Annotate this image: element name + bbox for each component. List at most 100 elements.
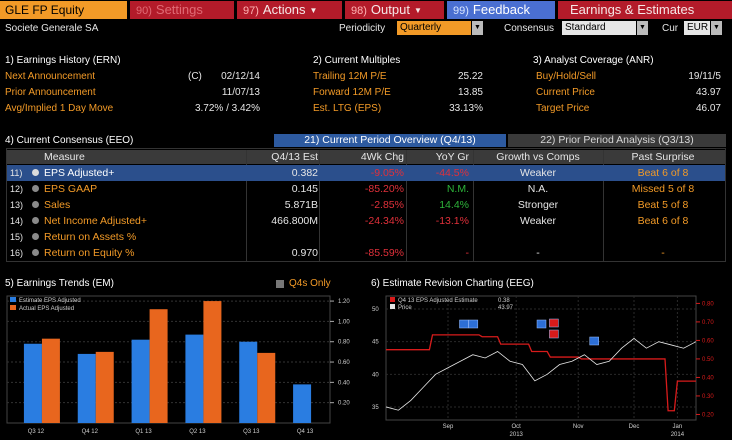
currency-dropdown-icon[interactable]: ▼	[711, 21, 722, 35]
header-surprise: Past Surprise	[631, 151, 695, 163]
bar-estimate	[293, 384, 312, 423]
prior-announcement-value: 11/07/13	[221, 87, 260, 98]
bar-estimate	[23, 343, 42, 423]
table-row[interactable]: 12) EPS GAAP 0.145 -85.20% N.M. N.A. Missed 5 …	[7, 181, 725, 197]
past-surprise: Beat 6 of 8	[637, 167, 689, 179]
forward-pe-value: 13.85	[457, 87, 483, 98]
x-tick-label: Sep	[443, 424, 454, 430]
caret-down-icon: ▼	[413, 5, 422, 15]
x-tick-label: Nov	[573, 424, 584, 430]
periodicity-dropdown-icon[interactable]: ▼	[472, 21, 483, 35]
four-week-change: -9.05%	[370, 167, 404, 179]
right-tick-label: 0.20	[702, 412, 714, 418]
bar-actual	[257, 352, 276, 423]
yoy-growth: -13.1%	[435, 215, 469, 227]
table-row[interactable]: 11) EPS Adjusted+ 0.382 -9.05% -44.5% Weaker B…	[7, 165, 725, 181]
table-row[interactable]: 13) Sales 5.871B -2.85% 14.4% Stronger Beat 5 …	[7, 197, 725, 213]
consensus-dropdown-icon[interactable]: ▼	[637, 21, 648, 35]
x-tick-label: Q1 13	[135, 429, 152, 435]
measure-name: EPS GAAP	[44, 183, 98, 195]
actions-number: 97)	[243, 5, 259, 17]
row-radio[interactable]	[32, 217, 39, 224]
earnings-estimates-tab[interactable]: Earnings & Estimates	[558, 1, 732, 19]
bar-actual	[203, 301, 222, 423]
y-tick-label: 0.20	[338, 401, 350, 407]
x-tick-label: Oct	[512, 424, 522, 430]
yoy-growth: -44.5%	[435, 167, 469, 179]
next-announcement-label: Next Announcement	[5, 71, 96, 82]
trailing-pe-label: Trailing 12M P/E	[313, 71, 387, 82]
price-line	[385, 337, 697, 411]
analyst-coverage-title[interactable]: 3) Analyst Coverage (ANR)	[533, 55, 654, 66]
tab-prior-period[interactable]: 22) Prior Period Analysis (Q3/13)	[508, 134, 726, 147]
q4s-only-label[interactable]: Q4s Only	[289, 278, 331, 289]
current-consensus-title[interactable]: 4) Current Consensus (EEO)	[5, 135, 134, 146]
past-surprise: -	[661, 247, 665, 259]
left-tick-label: 45	[372, 340, 379, 346]
periodicity-select[interactable]: Quarterly	[397, 21, 471, 35]
right-tick-label: 0.40	[702, 375, 714, 381]
buy-hold-sell-value: 19/11/5	[688, 71, 721, 82]
row-number: 12)	[10, 184, 24, 194]
header-est: Q4/13 Est	[271, 151, 318, 163]
table-row[interactable]: 14) Net Income Adjusted+ 466.800M -24.34% -1…	[7, 213, 725, 229]
bar-estimate	[77, 353, 96, 423]
four-week-change: -24.34%	[364, 215, 404, 227]
bar-actual	[95, 351, 114, 423]
tab-current-period[interactable]: 21) Current Period Overview (Q4/13)	[274, 134, 506, 147]
ticker-field[interactable]: GLE FP Equity	[0, 1, 127, 19]
measure-name: Return on Assets %	[44, 231, 137, 243]
cur-label: Cur	[662, 23, 679, 34]
consensus-table	[6, 148, 726, 262]
estimate-value: 466.800M	[271, 215, 318, 227]
right-tick-label: 0.50	[702, 357, 714, 363]
earnings-trends-title[interactable]: 5) Earnings Trends (EM)	[5, 278, 114, 289]
four-week-change: -85.59%	[364, 247, 404, 259]
y-tick-label: 0.40	[338, 380, 350, 386]
currency-select[interactable]: EUR	[684, 21, 710, 35]
legend-actual-swatch	[10, 305, 16, 310]
x-tick-label: Q4 13	[297, 429, 314, 435]
row-radio[interactable]	[32, 233, 39, 240]
x-tick-label: Q3 13	[243, 429, 260, 435]
legend-estimate-label: Q4 13 EPS Adjusted Estimate	[398, 298, 478, 304]
consensus-label: Consensus	[504, 23, 555, 34]
growth-vs-comps: Weaker	[520, 167, 556, 179]
table-row[interactable]: 15) Return on Assets %	[7, 229, 725, 245]
forward-pe-label: Forward 12M P/E	[313, 87, 391, 98]
yoy-growth: N.M.	[446, 183, 469, 195]
header-4wk-chg: 4Wk Chg	[360, 151, 404, 163]
table-row[interactable]: 16) Return on Equity % 0.970 -85.59% - - -	[7, 245, 725, 261]
company-name: Societe Generale SA	[5, 23, 99, 34]
x-tick-label: Jan	[673, 424, 683, 430]
row-number: 11)	[10, 168, 23, 178]
estimate-revision-title[interactable]: 6) Estimate Revision Charting (EEG)	[371, 278, 534, 289]
earnings-history-title[interactable]: 1) Earnings History (ERN)	[5, 55, 121, 66]
x-tick-label: Q2 13	[189, 429, 206, 435]
feedback-button[interactable]: 99) Feedback	[447, 1, 555, 19]
actions-button[interactable]: 97) Actions ▼	[237, 1, 342, 19]
next-announcement-value: 02/12/14	[221, 71, 260, 82]
legend-actual-label: Actual EPS Adjusted	[19, 306, 74, 312]
target-price-value: 46.07	[695, 103, 721, 114]
bar-estimate	[185, 334, 204, 423]
row-radio[interactable]	[32, 249, 39, 256]
output-button[interactable]: 98) Output ▼	[345, 1, 444, 19]
row-number: 14)	[10, 216, 24, 226]
left-tick-label: 50	[372, 307, 379, 313]
avg-move-value: 3.72% / 3.42%	[194, 103, 260, 114]
row-radio[interactable]	[32, 169, 39, 176]
consensus-select[interactable]: Standard	[562, 21, 636, 35]
row-number: 15)	[10, 232, 24, 242]
row-radio[interactable]	[32, 201, 39, 208]
current-multiples-title[interactable]: 2) Current Multiples	[313, 55, 401, 66]
q4s-only-checkbox[interactable]	[276, 280, 284, 288]
left-tick-label: 40	[372, 372, 379, 378]
settings-button[interactable]: 90) Settings	[130, 1, 234, 19]
bar-estimate	[239, 341, 258, 423]
settings-number: 90)	[136, 5, 152, 17]
legend-price-swatch	[390, 304, 395, 309]
trailing-pe-value: 25.22	[457, 71, 483, 82]
row-radio[interactable]	[32, 185, 39, 192]
output-number: 98)	[351, 5, 367, 17]
